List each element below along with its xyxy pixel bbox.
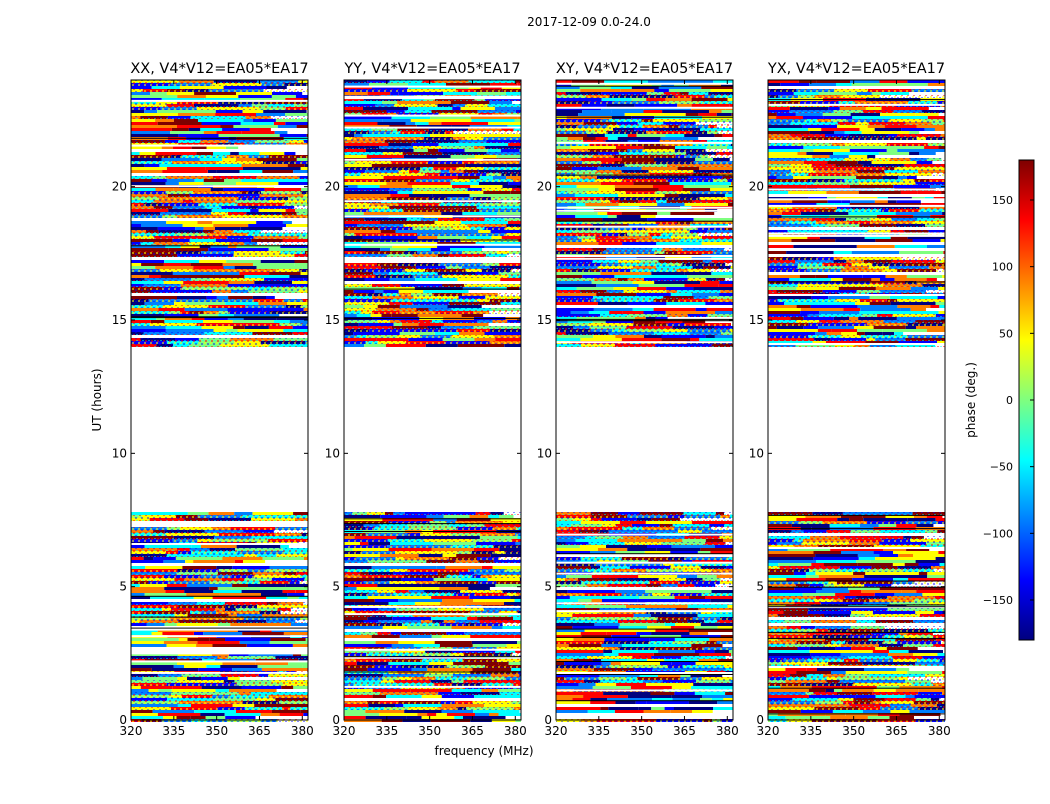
x-tick-label: 380 [291,724,314,738]
x-tick-label: 380 [928,724,951,738]
x-tick-label: 365 [248,724,271,738]
x-axis-label: frequency (MHz) [434,744,533,758]
x-tick-label: 380 [504,724,527,738]
panel-title: XX, V4*V12=EA05*EA17 [130,61,308,77]
y-tick-label: 5 [332,580,340,594]
y-axis-label: UT (hours) [90,368,104,431]
y-tick-label: 5 [119,580,127,594]
y-tick-label: 5 [544,580,552,594]
colorbar-tick-label: −50 [990,461,1013,474]
x-tick-label: 365 [885,724,908,738]
y-tick-label: 0 [756,713,764,727]
colorbar: 150 100 50 0 −50 −100 −150 [983,160,1034,640]
x-tick-label: 350 [418,724,441,738]
y-tick-label: 20 [112,180,127,194]
x-tick-label: 365 [673,724,696,738]
phase-heatmap [768,80,945,722]
y-tick-label: 5 [756,580,764,594]
panel-title: XY, V4*V12=EA05*EA17 [556,61,733,77]
phase-heatmap [344,80,521,722]
colorbar-tick-label: 50 [999,327,1013,340]
panel-title: YY, V4*V12=EA05*EA17 [343,61,520,77]
y-tick-label: 20 [325,180,340,194]
y-tick-label: 15 [112,313,127,327]
phase-heatmap [556,80,733,722]
y-tick-label: 15 [325,313,340,327]
y-tick-label: 15 [537,313,552,327]
chart-title: 2017-12-09 0.0-24.0 [527,15,651,29]
colorbar-label: phase (deg.) [964,362,978,438]
y-tick-label: 0 [119,713,127,727]
y-tick-label: 0 [544,713,552,727]
x-tick-label: 335 [162,724,185,738]
y-tick-label: 0 [332,713,340,727]
x-tick-label: 335 [799,724,822,738]
y-tick-label: 10 [325,446,340,460]
y-tick-label: 20 [749,180,764,194]
x-tick-label: 350 [630,724,653,738]
colorbar-tick-label: −150 [983,594,1013,607]
y-tick-label: 10 [749,446,764,460]
x-tick-label: 335 [587,724,610,738]
y-tick-label: 15 [749,313,764,327]
colorbar-tick-label: 0 [1006,394,1013,407]
x-tick-label: 335 [375,724,398,738]
colorbar-tick-label: −100 [983,527,1013,540]
x-tick-label: 380 [716,724,739,738]
y-tick-label: 10 [537,446,552,460]
panel-title: YX, V4*V12=EA05*EA17 [767,61,945,77]
x-tick-label: 350 [205,724,228,738]
x-tick-label: 350 [842,724,865,738]
colorbar-tick-label: 150 [992,194,1013,207]
colorbar-tick-label: 100 [992,261,1013,274]
y-tick-label: 20 [537,180,552,194]
y-tick-label: 10 [112,446,127,460]
phase-heatmap [131,80,308,722]
x-tick-label: 365 [461,724,484,738]
